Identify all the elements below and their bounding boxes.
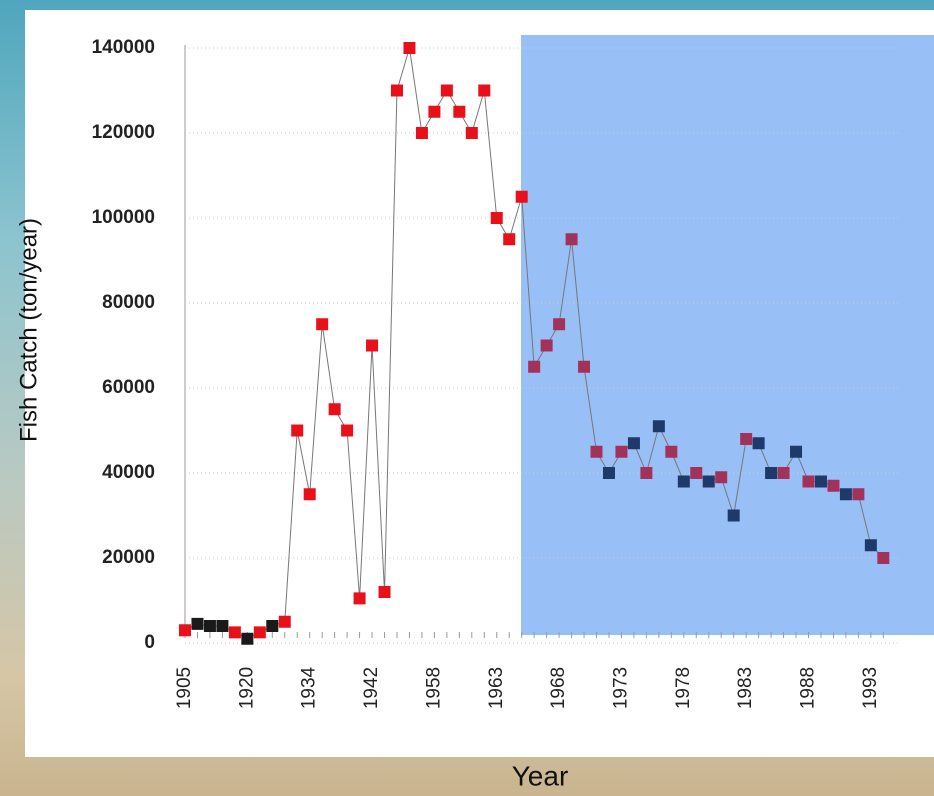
data-point	[703, 476, 715, 488]
data-point	[790, 446, 802, 458]
data-point	[715, 471, 727, 483]
data-point	[366, 340, 378, 352]
x-tick-label: 1993	[860, 667, 881, 709]
x-tick-label: 1973	[610, 667, 631, 709]
data-point	[391, 85, 403, 97]
x-tick-label: 1934	[299, 666, 320, 709]
y-tick-label: 80000	[102, 292, 155, 313]
data-point	[453, 106, 465, 118]
data-point	[503, 233, 515, 245]
x-tick-label: 1958	[423, 667, 444, 709]
y-axis-label: Fish Catch (ton/year)	[15, 218, 42, 442]
data-point	[379, 586, 391, 598]
data-point	[441, 85, 453, 97]
chart: Fish Catch (ton/year) Year 0 20000 40000 60…	[0, 0, 934, 796]
page: Fish Catch (ton/year) Year 0 20000 40000 60…	[0, 0, 934, 796]
data-point	[803, 476, 815, 488]
data-point	[279, 616, 291, 628]
x-tick-label: 1905	[174, 667, 195, 709]
x-tick-label: 1963	[486, 667, 507, 709]
y-tick-label: 0	[144, 632, 155, 653]
data-point	[466, 127, 478, 139]
data-point	[216, 620, 228, 632]
data-point	[403, 42, 415, 54]
data-point	[827, 480, 839, 492]
data-point	[541, 340, 553, 352]
data-point	[603, 467, 615, 479]
data-point	[528, 361, 540, 373]
data-point	[341, 425, 353, 437]
data-point	[615, 446, 627, 458]
x-tick-label: 1920	[236, 667, 257, 709]
y-tick-label: 120000	[92, 122, 155, 143]
data-point	[665, 446, 677, 458]
data-point	[304, 488, 316, 500]
y-tick-label: 60000	[102, 377, 155, 398]
data-point	[329, 403, 341, 415]
data-point	[765, 467, 777, 479]
data-point	[316, 318, 328, 330]
data-point	[566, 233, 578, 245]
data-point	[416, 127, 428, 139]
data-point	[478, 85, 490, 97]
data-point	[241, 633, 253, 645]
data-point	[778, 467, 790, 479]
data-point	[740, 433, 752, 445]
data-point	[840, 488, 852, 500]
x-axis-label: Year	[512, 760, 569, 791]
data-point	[229, 626, 241, 638]
data-point	[254, 626, 266, 638]
y-tick-label: 20000	[102, 547, 155, 568]
data-point	[428, 106, 440, 118]
x-tick-label: 1978	[673, 667, 694, 709]
data-point	[852, 488, 864, 500]
data-point	[179, 624, 191, 636]
x-tick-label: 1968	[548, 667, 569, 709]
data-point	[678, 476, 690, 488]
x-tick-label: 1942	[361, 667, 382, 709]
data-point	[204, 620, 216, 632]
data-point	[354, 592, 366, 604]
data-point	[553, 318, 565, 330]
x-tick-label: 1983	[735, 667, 756, 709]
data-point	[640, 467, 652, 479]
data-point	[690, 467, 702, 479]
x-tick-label: 1988	[798, 667, 819, 709]
y-tick-label: 140000	[92, 37, 155, 58]
data-point	[728, 510, 740, 522]
y-tick-label: 100000	[92, 207, 155, 228]
data-point	[653, 420, 665, 432]
data-point	[578, 361, 590, 373]
data-point	[753, 437, 765, 449]
data-point	[266, 620, 278, 632]
data-point	[591, 446, 603, 458]
y-tick-label: 40000	[102, 462, 155, 483]
data-point	[877, 552, 889, 564]
data-point	[291, 425, 303, 437]
data-point	[491, 212, 503, 224]
data-point	[516, 191, 528, 203]
data-point	[815, 476, 827, 488]
data-point	[865, 539, 877, 551]
data-point	[628, 437, 640, 449]
data-point	[191, 618, 203, 630]
